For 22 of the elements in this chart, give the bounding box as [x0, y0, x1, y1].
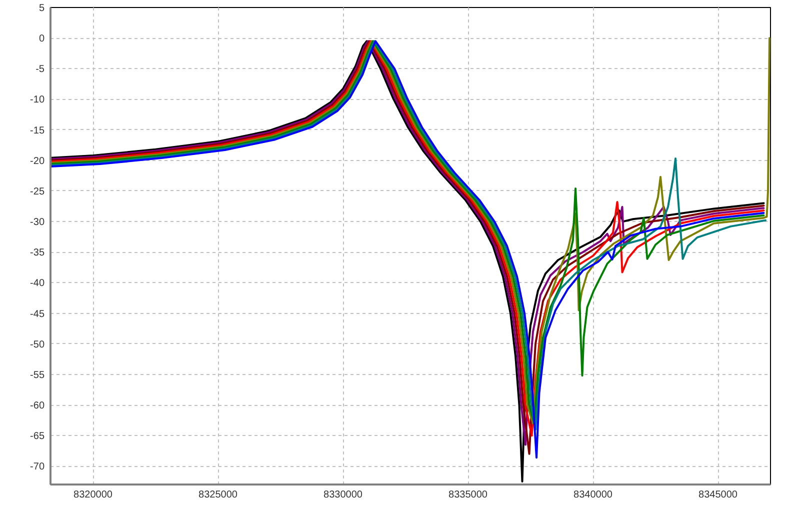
- y-tick-label: 5: [38, 3, 45, 14]
- x-tick-label: 8340000: [574, 490, 613, 500]
- x-tick-label: 8325000: [198, 490, 238, 500]
- y-tick-label: -50: [30, 339, 45, 350]
- y-tick-label: -45: [30, 308, 45, 320]
- y-tick-label: -30: [30, 217, 45, 228]
- y-tick-label: -5: [36, 64, 45, 76]
- x-tick-label: 8335000: [448, 490, 488, 500]
- x-tick-label: 8320000: [74, 490, 113, 500]
- y-tick-label: -35: [30, 248, 45, 259]
- y-tick-label: -60: [30, 400, 45, 412]
- x-tick-label: 8345000: [698, 490, 738, 500]
- y-tick-label: -70: [30, 462, 45, 473]
- y-tick-label: -20: [30, 156, 45, 167]
- x-tick-label: 8330000: [324, 490, 363, 500]
- y-tick-label: -10: [30, 94, 45, 106]
- y-tick-label: -65: [30, 431, 45, 442]
- y-tick-label: -15: [30, 125, 45, 136]
- y-tick-label: -25: [30, 186, 45, 198]
- y-tick-label: 0: [38, 34, 45, 45]
- y-tick-label: -55: [30, 370, 45, 381]
- y-tick-label: -40: [30, 278, 45, 290]
